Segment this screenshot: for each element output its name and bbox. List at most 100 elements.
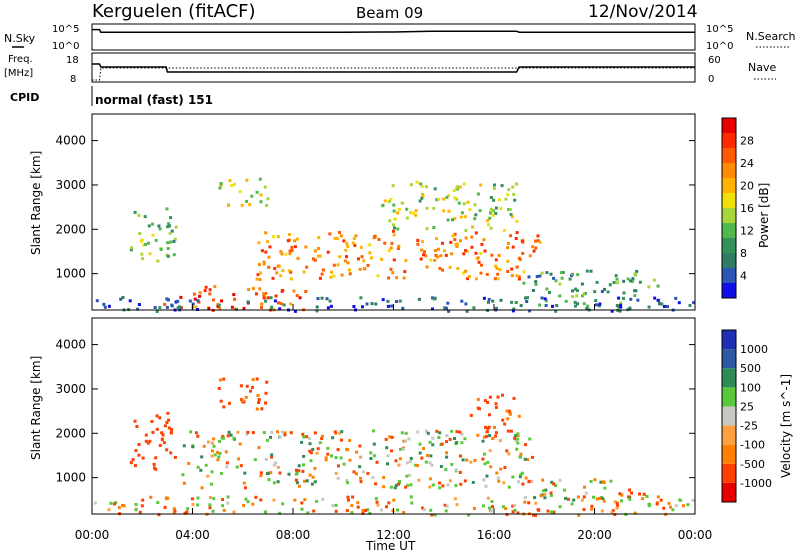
power-cell [477,260,481,264]
power-cell [370,302,374,306]
cpid-text: normal (fast) 151 [95,93,213,107]
power-cell [240,203,244,207]
velocity-colorbar-tick: 25 [740,400,754,413]
power-cell [490,253,494,257]
power-cell [506,246,510,250]
power-cell [508,208,512,211]
velocity-cell [375,460,379,464]
power-cell [395,300,398,303]
velocity-cell [117,506,121,510]
power-cell [245,199,249,203]
velocity-cell [160,437,164,441]
power-colorbar-tick: 24 [740,157,754,170]
power-cell [315,305,319,309]
power-cell [638,280,642,284]
power-cell [141,257,145,261]
power-cell [470,245,474,249]
velocity-cell [134,503,138,506]
power-cell [538,303,542,307]
power-cell [526,296,529,300]
power-cell [473,203,477,207]
velocity-cell [502,481,506,485]
power-cell [564,299,568,303]
power-cell [436,255,440,259]
velocity-cell [519,473,523,477]
velocity-cell [251,431,255,435]
power-cell [636,298,640,302]
velocity-cell [196,434,200,438]
velocity-cell [262,431,266,434]
velocity-cell [598,496,601,500]
power-cell [522,270,526,274]
power-cell [381,298,385,302]
velocity-cell [166,411,170,415]
power-cell [392,233,396,237]
velocity-cell [152,462,156,466]
velocity-cell [681,504,685,508]
velocity-cell [348,439,352,442]
freq-left-label-1: Freq. [8,54,33,65]
power-cell [270,305,274,309]
power-cell [391,271,395,275]
velocity-cell [486,496,490,500]
power-cell [595,303,598,307]
velocity-cell [620,493,624,497]
velocity-cell [521,482,525,486]
velocity-colorbar-segment [722,349,736,369]
velocity-cell [497,479,501,483]
velocity-cell [590,504,594,508]
velocity-cell [394,459,398,463]
velocity-colorbar-tick: -500 [740,458,765,471]
velocity-cell [391,509,395,513]
power-cell [392,258,396,262]
power-cell [439,254,443,258]
power-cell [143,215,147,219]
power-cell [425,265,429,269]
velocity-cell [628,497,632,501]
velocity-cell [137,443,141,446]
power-cell [414,213,417,217]
power-cell [332,263,336,267]
power-colorbar-segment [722,193,736,208]
power-cell [286,239,290,243]
power-colorbar-ticks: 4 8 12 16 20 24 28 [740,135,754,283]
velocity-cell [372,442,376,446]
velocity-cell [476,406,480,410]
velocity-cell [308,473,312,477]
power-cell [540,296,544,300]
power-cell [208,288,212,292]
velocity-cell [345,447,349,451]
velocity-cell [272,463,276,467]
velocity-ytick-label: 4000 [55,338,86,352]
velocity-cell [211,449,214,453]
power-cell [204,285,208,289]
velocity-cell [523,500,527,504]
velocity-cell [334,509,338,513]
power-cell [420,248,424,252]
velocity-cell [210,470,214,474]
power-cell [305,265,309,269]
velocity-cell [405,461,409,465]
velocity-cell [518,455,522,459]
power-cell [531,289,535,292]
noise-left-label: N.Sky [4,32,36,45]
velocity-cell [265,380,269,384]
velocity-cell [566,497,570,501]
power-cell [487,297,491,301]
velocity-cell [503,466,507,469]
velocity-cell [552,482,556,486]
power-cell [496,277,500,281]
power-cell [158,227,162,231]
power-cell [432,206,436,210]
velocity-cell [460,432,464,436]
velocity-cell [488,434,492,438]
velocity-cell [165,421,169,424]
power-cell [482,238,486,242]
velocity-cell [437,436,441,439]
power-cell [494,212,498,215]
power-cell [434,254,438,257]
velocity-cell [313,466,317,470]
velocity-cell [489,509,493,513]
power-cell [480,263,483,267]
velocity-cell [518,475,522,479]
